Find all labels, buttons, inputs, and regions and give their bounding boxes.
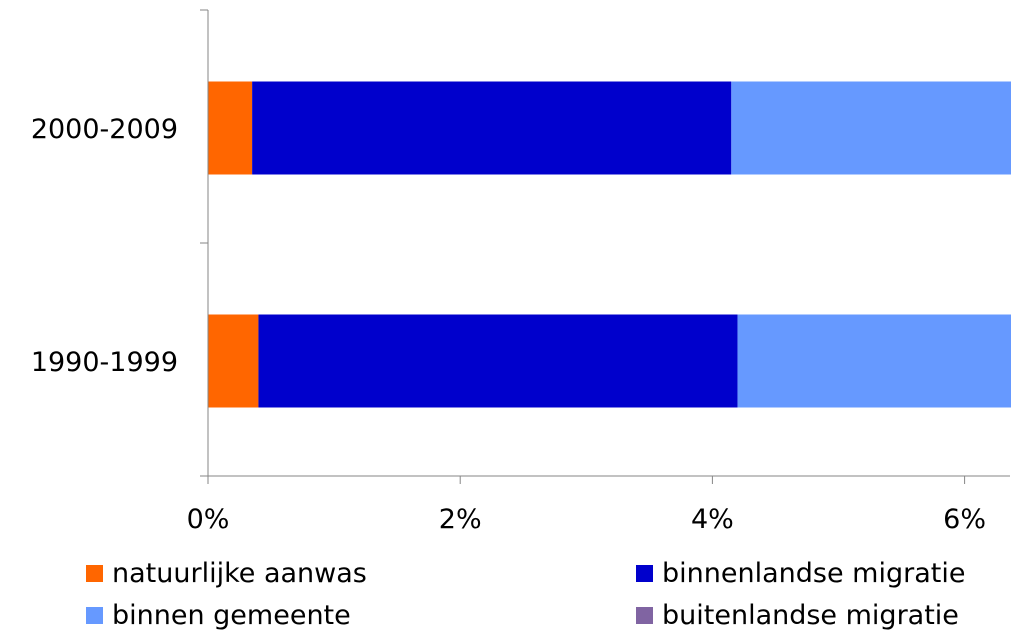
category-label: 2000-2009	[31, 114, 178, 145]
category-label: 1990-1999	[31, 347, 178, 378]
legend-swatch	[636, 565, 653, 582]
legend: natuurlijke aanwas binnenlandse migratie…	[0, 548, 1011, 634]
legend-swatch	[86, 607, 103, 624]
legend-label: binnenlandse migratie	[662, 558, 966, 589]
x-tick-label: 0%	[187, 504, 230, 535]
x-tick-label: 4%	[691, 504, 734, 535]
bar-1990-1999-series-2	[737, 314, 1011, 408]
bar-2000-2009-series-2	[731, 81, 1011, 175]
legend-label: natuurlijke aanwas	[112, 558, 367, 589]
legend-item-binnenlandse-migratie: binnenlandse migratie	[636, 558, 965, 589]
bar-2000-2009-series-0	[208, 81, 253, 175]
legend-swatch	[86, 565, 103, 582]
bar-1990-1999-series-1	[258, 314, 738, 408]
legend-label: buitenlandse migratie	[662, 600, 959, 631]
legend-item-buitenlandse-migratie: buitenlandse migratie	[636, 600, 959, 631]
bar-1990-1999-series-0	[208, 314, 259, 408]
legend-label: binnen gemeente	[112, 600, 351, 631]
legend-swatch	[636, 607, 653, 624]
legend-item-binnen-gemeente: binnen gemeente	[86, 600, 351, 631]
x-tick-label: 2%	[439, 504, 482, 535]
legend-item-natuurlijke-aanwas: natuurlijke aanwas	[86, 558, 367, 589]
x-tick-label: 6%	[943, 504, 986, 535]
bar-2000-2009-series-1	[252, 81, 732, 175]
